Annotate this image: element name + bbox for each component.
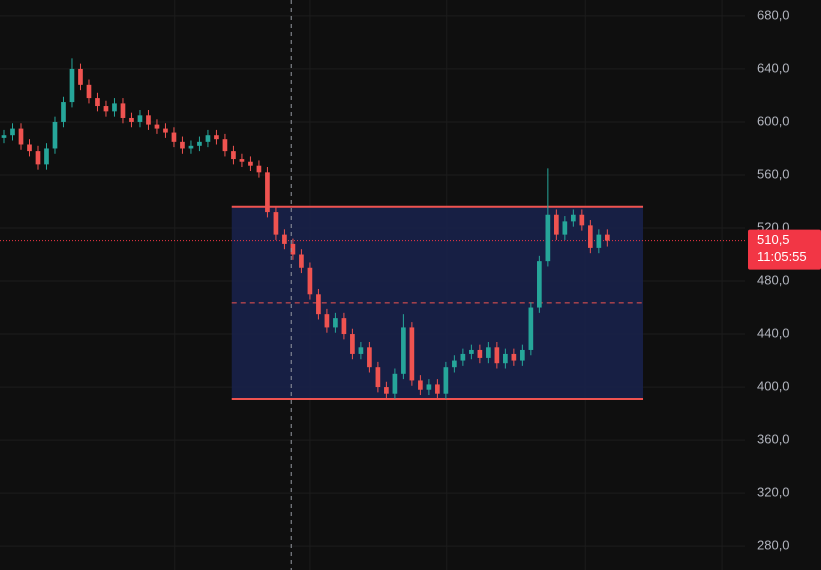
- y-tick-label: 280,0: [757, 538, 790, 553]
- candle-body: [604, 234, 610, 241]
- candle-body: [231, 151, 236, 160]
- candle-body: [95, 98, 100, 107]
- candle-body: [205, 135, 211, 142]
- y-tick-label: 440,0: [757, 325, 790, 340]
- candle-body: [409, 327, 415, 381]
- candle-body: [171, 132, 177, 142]
- candle-body: [154, 124, 160, 129]
- candle-body: [545, 214, 551, 262]
- candle-body: [554, 214, 559, 235]
- candle-body: [78, 68, 83, 85]
- y-tick-label: 480,0: [757, 272, 790, 287]
- candle-body: [265, 172, 270, 213]
- y-tick-label: 360,0: [757, 432, 790, 447]
- candle-body: [588, 225, 593, 248]
- candle-body: [146, 115, 151, 125]
- candle-body: [579, 214, 585, 226]
- candle-body: [10, 128, 15, 136]
- candle-body: [443, 367, 449, 394]
- y-tick-label: 600,0: [757, 113, 790, 128]
- y-tick-label: 320,0: [757, 485, 790, 500]
- candle-body: [239, 159, 245, 162]
- candle-body: [418, 380, 423, 390]
- candle-body: [290, 243, 296, 255]
- candle-body: [188, 145, 194, 149]
- candle-body: [299, 254, 304, 268]
- candle-body: [120, 103, 126, 118]
- candle-body: [537, 261, 542, 308]
- candle-body: [375, 367, 381, 388]
- candle-body: [307, 267, 313, 295]
- candle-body: [384, 387, 389, 394]
- candle-body: [69, 68, 75, 103]
- candle-body: [18, 128, 24, 145]
- candle-body: [452, 360, 457, 368]
- candle-body: [248, 161, 253, 166]
- candle-body: [341, 318, 347, 335]
- candle-body: [511, 353, 517, 361]
- candle-body: [486, 347, 491, 358]
- candle-body: [435, 384, 440, 394]
- candle-body: [86, 84, 92, 99]
- countdown-label: 11:05:55: [757, 249, 807, 264]
- candle-body: [129, 117, 134, 122]
- candle-body: [35, 151, 41, 165]
- candle-body: [426, 384, 432, 390]
- candle-body: [571, 214, 576, 222]
- candle-body: [367, 347, 372, 368]
- candle-body: [528, 307, 534, 350]
- candle-body: [180, 141, 185, 149]
- candle-body: [44, 148, 49, 165]
- y-tick-label: 640,0: [757, 60, 790, 75]
- y-tick-label: 560,0: [757, 166, 790, 181]
- candle-body: [282, 234, 287, 244]
- candle-body: [324, 314, 330, 328]
- candle-body: [197, 141, 202, 146]
- candle-body: [494, 347, 500, 364]
- candle-body: [477, 349, 483, 358]
- candle-body: [562, 221, 568, 235]
- candle-body: [256, 165, 262, 173]
- candle-body: [273, 212, 279, 235]
- candle-body: [163, 128, 168, 133]
- candle-body: [392, 373, 398, 394]
- candle-body: [358, 347, 364, 354]
- candle-body: [1, 135, 7, 138]
- y-tick-label: 680,0: [757, 7, 790, 22]
- candle-body: [350, 334, 355, 354]
- candle-body: [222, 139, 228, 152]
- range-box: [231, 206, 644, 399]
- price-label: 510,5: [757, 232, 790, 247]
- y-tick-label: 400,0: [757, 379, 790, 394]
- candle-body: [503, 353, 508, 364]
- candle-body: [27, 144, 32, 152]
- candle-body: [316, 294, 321, 315]
- candle-body: [460, 353, 466, 361]
- candle-body: [520, 349, 525, 361]
- candle-body: [103, 106, 109, 112]
- candle-body: [214, 135, 219, 140]
- candle-body: [469, 349, 474, 354]
- candle-body: [52, 121, 58, 149]
- price-label-box: [748, 229, 821, 270]
- candle-body: [112, 103, 117, 112]
- candle-body: [401, 327, 406, 374]
- candle-body: [333, 318, 338, 328]
- candle-body: [61, 102, 66, 122]
- candle-body: [596, 234, 602, 248]
- candle-body: [137, 115, 143, 122]
